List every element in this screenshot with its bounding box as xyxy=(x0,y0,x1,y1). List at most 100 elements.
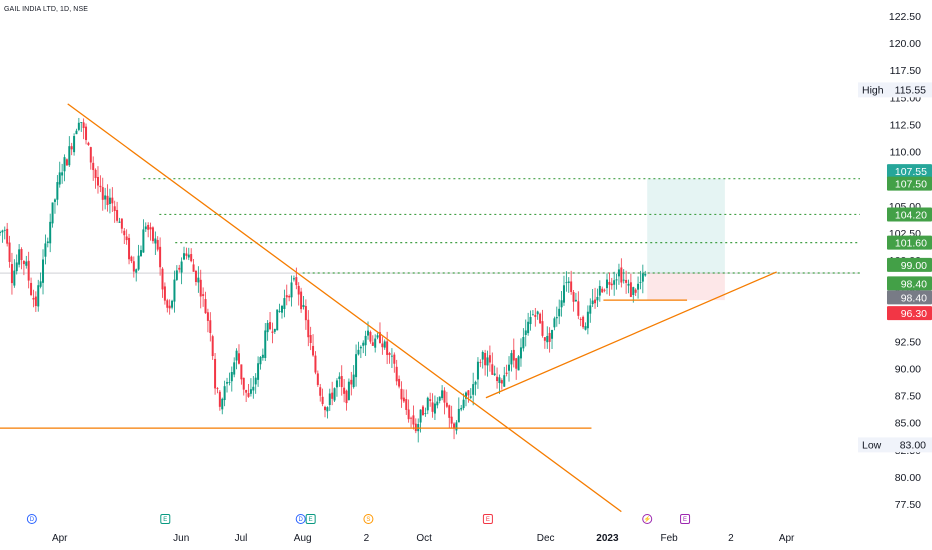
candle-body xyxy=(206,312,209,321)
event-marker-icon[interactable] xyxy=(642,514,653,524)
event-marker-icon[interactable] xyxy=(305,514,316,524)
candle-body xyxy=(128,237,131,260)
position-target-zone[interactable] xyxy=(647,178,725,274)
price-badge-label: 104.20 xyxy=(895,209,927,221)
candle-body xyxy=(512,349,515,361)
candle-body xyxy=(486,357,489,366)
event-marker-icon[interactable] xyxy=(363,514,374,524)
candle-body xyxy=(474,381,477,385)
y-tick-label: 85.00 xyxy=(895,418,921,430)
price-badge[interactable] xyxy=(887,235,932,250)
price-badge[interactable] xyxy=(887,257,932,272)
high-label-name: High xyxy=(862,84,884,96)
candle-body xyxy=(139,250,142,257)
candle-body xyxy=(178,267,181,270)
candle-body xyxy=(515,358,518,369)
price-badge-label: 101.60 xyxy=(895,238,927,250)
candle-body xyxy=(228,381,231,383)
candle-body xyxy=(453,423,456,429)
event-marker-icon[interactable] xyxy=(26,514,37,524)
candle-body xyxy=(338,376,341,380)
candle-body xyxy=(605,279,608,289)
candle-body xyxy=(108,197,111,205)
y-tick-label: 110.00 xyxy=(890,147,921,159)
candle-body xyxy=(579,318,582,320)
candle-body xyxy=(58,172,61,185)
candle-body xyxy=(192,264,195,272)
event-marker-icon[interactable] xyxy=(160,514,171,524)
candle-body xyxy=(118,221,121,223)
event-marker-letter: D xyxy=(30,517,35,523)
candle-body xyxy=(300,291,303,310)
y-tick-label: 90.00 xyxy=(895,363,921,375)
event-marker-icon[interactable] xyxy=(680,514,691,524)
candle-body xyxy=(627,283,630,286)
price-badge[interactable] xyxy=(887,276,932,291)
candle-body xyxy=(393,354,396,364)
candle-body xyxy=(56,182,59,200)
candle-body xyxy=(539,313,542,324)
candle-body xyxy=(295,277,298,286)
candle-body xyxy=(324,406,327,411)
candle-body xyxy=(390,355,393,357)
candle-body xyxy=(622,279,625,281)
candle-body xyxy=(407,409,410,420)
candle-body xyxy=(32,297,35,300)
candle-body xyxy=(462,399,465,409)
price-badge-label: 98.40 xyxy=(901,292,927,304)
y-tick-label: 80.00 xyxy=(895,472,921,484)
candle-body xyxy=(161,268,164,290)
candle-body xyxy=(147,224,150,230)
candle-body xyxy=(27,260,30,281)
candle-body xyxy=(481,351,484,360)
candle-body xyxy=(252,386,255,391)
price-badge[interactable] xyxy=(887,164,932,179)
candle-body xyxy=(104,195,107,200)
price-badge[interactable] xyxy=(887,306,932,321)
candle-body xyxy=(247,393,250,397)
candle-body xyxy=(445,402,448,407)
candle-body xyxy=(398,378,401,387)
candle-body xyxy=(280,305,283,313)
candle-body xyxy=(285,295,288,298)
event-marker-letter: S xyxy=(366,517,370,523)
candle-body xyxy=(223,386,226,401)
x-tick-label: Apr xyxy=(779,533,795,544)
candle-body xyxy=(111,197,114,204)
candle-body xyxy=(601,288,604,293)
trendline[interactable] xyxy=(67,103,622,513)
candle-body xyxy=(608,281,611,285)
candle-body xyxy=(374,338,377,348)
candle-body xyxy=(405,399,408,410)
candle-body xyxy=(233,362,236,375)
price-badge[interactable] xyxy=(887,290,932,305)
candle-body xyxy=(25,261,28,266)
candle-body xyxy=(132,261,135,272)
event-marker-icon[interactable] xyxy=(482,514,493,524)
candle-body xyxy=(18,249,21,265)
candle-body xyxy=(582,316,585,328)
event-marker-icon[interactable] xyxy=(295,514,306,524)
event-marker-letter: E xyxy=(163,517,167,523)
event-marker-letter: E xyxy=(683,517,687,523)
candle-body xyxy=(302,305,305,307)
candle-body xyxy=(496,376,499,382)
price-badge[interactable] xyxy=(887,176,932,191)
position-stop-zone[interactable] xyxy=(647,273,725,301)
candle-body xyxy=(503,375,506,387)
candle-body xyxy=(264,330,267,359)
candle-body xyxy=(441,390,444,399)
candle-body xyxy=(49,221,52,244)
candle-body xyxy=(443,390,446,403)
candle-body xyxy=(113,206,116,212)
candle-body xyxy=(99,185,102,188)
trendline[interactable] xyxy=(485,271,777,399)
price-badge[interactable] xyxy=(887,207,932,222)
high-label-value: 115.55 xyxy=(895,84,926,96)
candle-body xyxy=(37,285,40,307)
x-tick-label: Jun xyxy=(173,533,189,544)
candle-body xyxy=(125,236,128,241)
candle-body xyxy=(574,299,577,302)
